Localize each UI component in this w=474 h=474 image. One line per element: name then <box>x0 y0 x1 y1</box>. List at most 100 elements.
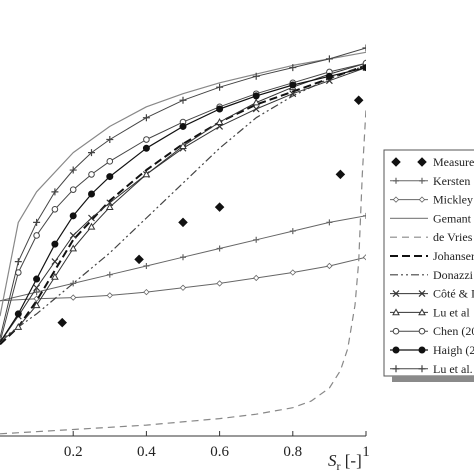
series-9-point <box>105 203 114 210</box>
series-11-point <box>362 64 366 72</box>
series-8-point <box>33 284 41 292</box>
series-11-point <box>142 144 150 152</box>
series-11-point <box>69 212 77 220</box>
series-2-point <box>143 262 150 269</box>
x-tick-label: 0.8 <box>283 444 302 460</box>
legend-label: Measure <box>433 155 474 169</box>
legend-label: Côté & I <box>433 287 474 301</box>
series-2-point <box>216 245 223 252</box>
series-1-point <box>335 169 346 180</box>
legend-swatch-marker <box>418 327 426 335</box>
series-2-point <box>289 228 296 235</box>
series-12-point <box>142 114 150 122</box>
series-12-point <box>289 64 297 72</box>
series-6-line <box>0 64 366 346</box>
series-9-point <box>14 322 23 330</box>
series-11-point <box>179 122 187 130</box>
series-10-point <box>143 136 150 143</box>
legend-label: Mickley <box>433 193 473 207</box>
series-3-point <box>253 274 260 282</box>
series-12 <box>0 44 366 339</box>
series-5 <box>0 108 366 435</box>
x-ticks: 0.2 0.4 0.6 0.8 1 <box>64 431 370 460</box>
series-12-point <box>69 166 77 174</box>
series-12-point <box>179 96 187 104</box>
series-3-point <box>362 254 366 261</box>
series-11-point <box>216 105 224 113</box>
x-tick-label: 0.4 <box>137 444 156 460</box>
legend-items: Measure Kersten Mickley Gemant de Vries Johan… <box>390 155 474 376</box>
legend-swatch-marker <box>418 308 426 316</box>
series-11-point <box>325 72 333 80</box>
series-11 <box>0 64 366 343</box>
series-3-point <box>179 284 187 291</box>
series-9-point <box>252 98 261 106</box>
x-axis-label-unit: [-] <box>341 451 362 470</box>
series-2-point <box>70 280 77 287</box>
legend-item: Côté & I <box>390 287 474 301</box>
legend-label: Lu et al <box>433 305 470 319</box>
legend-swatch-marker <box>393 177 399 184</box>
legend-item: Mickley <box>390 193 473 207</box>
series-5-line <box>0 108 366 435</box>
legend: Measure Kersten Mickley Gemant de Vries Johan… <box>383 149 474 382</box>
series-9 <box>0 59 366 343</box>
legend-item: Donazzi <box>390 268 474 282</box>
series-12-point <box>14 258 22 266</box>
series-3-point <box>326 262 333 270</box>
series-11-point <box>51 240 59 248</box>
legend-swatch-marker <box>418 290 426 298</box>
series-3-point <box>70 294 77 301</box>
series-11-point <box>252 92 260 100</box>
legend-swatch-marker <box>391 157 401 167</box>
series-9-point <box>32 301 41 309</box>
series-12-point <box>33 218 41 226</box>
series-12-point <box>88 149 95 157</box>
x-axis-label-sub: r <box>337 459 341 473</box>
series-8-point <box>51 258 59 266</box>
legend-label: Kersten <box>433 174 470 188</box>
x-axis-label: Sr [-] <box>328 451 362 473</box>
series-3-point <box>289 269 296 276</box>
series-9-point <box>179 142 187 149</box>
series-8-line <box>0 67 366 343</box>
legend-item: Lu et al. <box>390 362 473 376</box>
legend-swatch-marker <box>419 177 425 184</box>
series-10-point <box>106 158 114 165</box>
series-11-point <box>33 275 41 283</box>
series-11-point <box>106 173 114 181</box>
series-1-point <box>353 95 364 106</box>
series-9-point <box>69 244 78 252</box>
legend-label: Haigh (2 <box>433 343 474 357</box>
series-9-point <box>142 170 151 178</box>
legend-swatch-marker <box>392 327 400 335</box>
series-8-point <box>88 214 95 222</box>
legend-item: Haigh (2 <box>390 343 474 357</box>
series-10-point <box>33 232 40 239</box>
series-1-point <box>178 217 188 228</box>
series-11-line <box>0 67 366 343</box>
series-12-point <box>216 83 224 91</box>
series-9-point <box>215 118 224 125</box>
legend-label: Donazzi <box>433 268 474 282</box>
series-8-point <box>69 232 77 239</box>
x-tick-label: 0.6 <box>210 444 229 460</box>
legend-item: Chen (20 <box>390 324 474 338</box>
series-10-point <box>88 171 95 178</box>
series-8-point <box>252 105 260 113</box>
x-axis-label-main: S <box>328 451 337 470</box>
series-1-point <box>214 202 225 212</box>
series-3-point <box>216 280 223 287</box>
series-10-line <box>0 62 366 343</box>
series-1 <box>57 95 364 328</box>
series-7 <box>0 64 366 341</box>
series-3 <box>0 254 366 302</box>
series-11-point <box>289 81 297 89</box>
legend-item: Lu et al <box>390 305 470 319</box>
legend-label: Johanser <box>433 249 474 263</box>
series-2-point <box>253 236 260 243</box>
series-4-line <box>0 51 366 317</box>
series-2-point <box>363 212 366 219</box>
legend-item: Gemant <box>390 211 472 225</box>
series-layer <box>0 44 366 435</box>
